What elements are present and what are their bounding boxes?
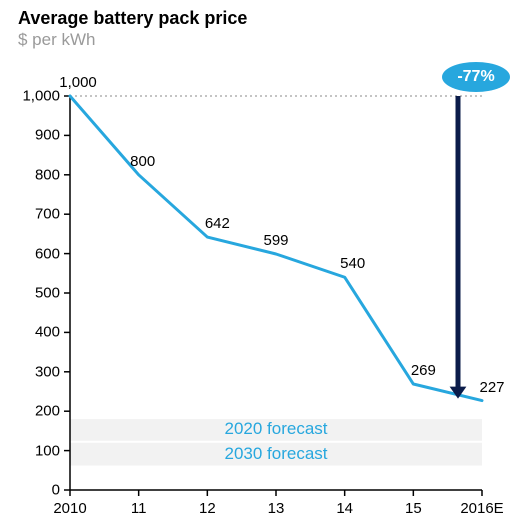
xtick-label: 12 [199, 500, 216, 517]
ytick-label: 0 [52, 482, 60, 499]
point-label: 599 [263, 232, 288, 249]
delta-badge-text: -77% [457, 68, 494, 85]
delta-badge: -77% [442, 62, 510, 92]
xtick-label: 11 [131, 500, 147, 517]
chart-title: Average battery pack price [18, 8, 247, 29]
ytick-label: 500 [35, 285, 60, 302]
ytick-label: 400 [35, 324, 60, 341]
xtick-label: 14 [336, 500, 353, 517]
xtick-label: 2010 [53, 500, 86, 517]
ytick-label: 700 [35, 206, 60, 223]
forecast-label: 2020 forecast [70, 419, 482, 439]
ytick-label: 300 [35, 363, 60, 380]
point-label: 642 [205, 215, 230, 232]
ytick-label: 800 [35, 166, 60, 183]
xtick-label: 13 [268, 500, 285, 517]
xtick-label: 15 [405, 500, 422, 517]
point-label: 1,000 [59, 74, 97, 91]
point-label: 800 [130, 153, 155, 170]
chart-subtitle: $ per kWh [18, 30, 95, 50]
point-label: 227 [479, 379, 504, 396]
point-label: 269 [411, 362, 436, 379]
ytick-label: 100 [35, 442, 60, 459]
ytick-label: 200 [35, 403, 60, 420]
point-label: 540 [340, 255, 365, 272]
forecast-label: 2030 forecast [70, 444, 482, 464]
ytick-label: 1,000 [22, 88, 60, 105]
ytick-label: 600 [35, 245, 60, 262]
xtick-label: 2016E [460, 500, 503, 517]
ytick-label: 900 [35, 127, 60, 144]
